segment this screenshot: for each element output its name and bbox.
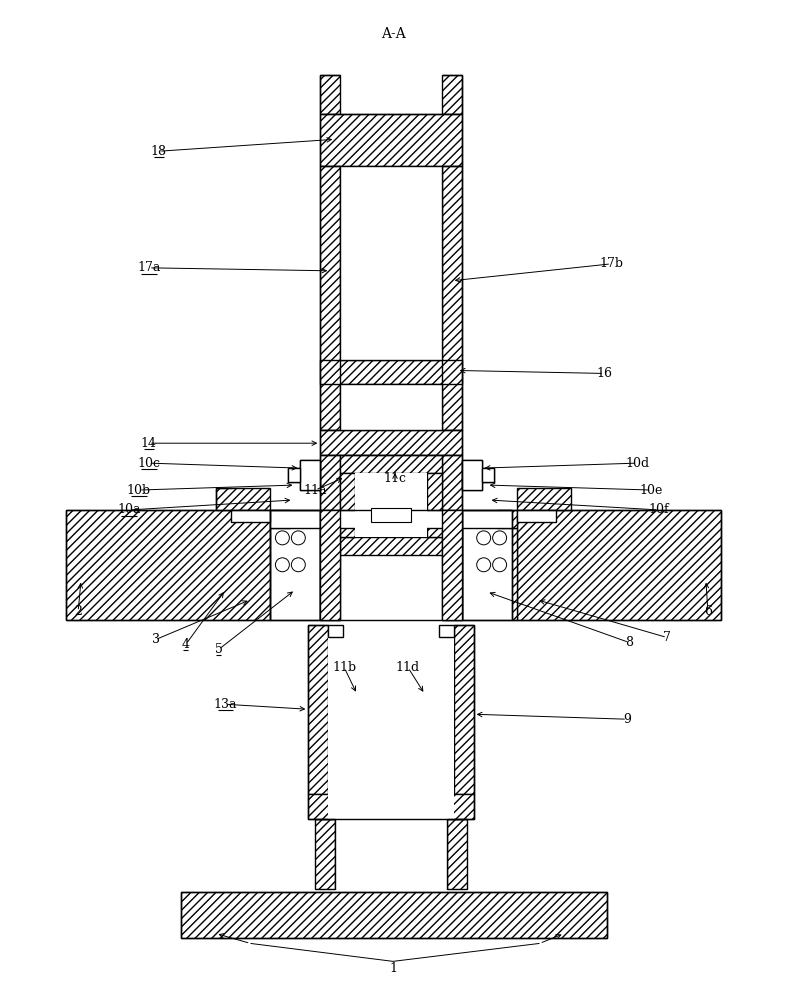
Text: 7: 7 — [663, 631, 671, 644]
Text: 16: 16 — [597, 367, 612, 380]
Bar — [340, 473, 355, 537]
Bar — [230, 510, 270, 522]
Text: A-A: A-A — [380, 27, 406, 41]
Bar — [340, 455, 442, 473]
Bar — [66, 510, 270, 620]
Text: 13a: 13a — [214, 698, 237, 711]
Bar — [461, 460, 482, 490]
Bar — [355, 473, 427, 537]
Bar — [482, 468, 494, 482]
Text: 5: 5 — [215, 643, 222, 656]
Text: 10c: 10c — [138, 457, 160, 470]
Bar — [320, 430, 461, 455]
Bar — [320, 166, 340, 430]
Bar — [320, 360, 461, 384]
Text: 10a: 10a — [117, 503, 141, 516]
Bar — [215, 488, 270, 510]
Bar — [340, 537, 442, 555]
Text: 3: 3 — [152, 633, 160, 646]
Text: 8: 8 — [625, 636, 634, 649]
Bar — [320, 510, 340, 620]
Text: 11a: 11a — [303, 484, 327, 497]
Bar — [439, 625, 454, 637]
Bar — [270, 510, 512, 528]
Bar — [315, 819, 335, 889]
Text: 10f: 10f — [648, 503, 670, 516]
Bar — [461, 510, 512, 620]
Text: 4: 4 — [182, 638, 189, 651]
Bar — [320, 75, 340, 114]
Text: 1: 1 — [389, 962, 397, 975]
Bar — [446, 819, 467, 889]
Text: 10d: 10d — [625, 457, 649, 470]
Bar — [181, 892, 608, 938]
Bar — [442, 455, 461, 620]
Bar — [516, 488, 571, 510]
Bar — [516, 510, 556, 522]
Bar — [300, 460, 320, 490]
Bar — [414, 694, 436, 774]
Bar — [482, 468, 494, 482]
Bar — [442, 75, 461, 114]
Bar — [442, 166, 461, 430]
Bar — [427, 473, 442, 537]
Bar — [329, 625, 343, 637]
Bar — [512, 528, 516, 620]
Bar — [346, 694, 368, 774]
Bar — [461, 460, 482, 490]
Text: 17b: 17b — [599, 257, 623, 270]
Text: 10b: 10b — [127, 484, 151, 497]
Bar — [308, 794, 474, 819]
Bar — [320, 455, 340, 620]
Text: 17a: 17a — [138, 261, 160, 274]
Bar — [340, 384, 442, 430]
Bar — [329, 625, 454, 819]
Text: 18: 18 — [151, 145, 167, 158]
Bar — [288, 468, 300, 482]
Bar — [270, 510, 320, 620]
Bar — [454, 625, 474, 794]
Text: 11c: 11c — [384, 472, 406, 485]
Bar — [335, 819, 446, 889]
Bar — [497, 510, 516, 528]
Bar — [300, 460, 320, 490]
Text: 11b: 11b — [332, 661, 356, 674]
Bar — [340, 166, 442, 360]
Bar — [288, 468, 300, 482]
Text: 9: 9 — [623, 713, 631, 726]
Bar — [270, 510, 290, 528]
Text: 14: 14 — [141, 437, 157, 450]
Bar — [371, 508, 411, 522]
Text: 6: 6 — [704, 605, 712, 618]
Text: 2: 2 — [74, 605, 82, 618]
Bar — [516, 510, 721, 620]
Text: 11d: 11d — [396, 661, 420, 674]
Bar — [320, 114, 461, 166]
Bar — [308, 625, 329, 794]
Text: 10e: 10e — [639, 484, 663, 497]
Bar — [442, 510, 461, 620]
